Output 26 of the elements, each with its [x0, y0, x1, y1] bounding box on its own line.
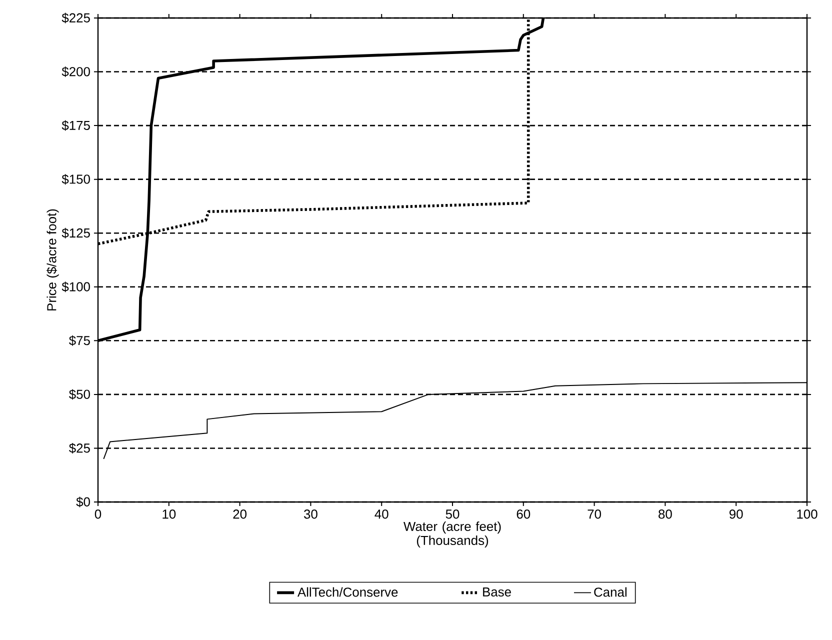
x-tick-label: 0: [94, 510, 102, 519]
legend-label: Base: [483, 587, 511, 597]
x-axis-title: Water (acre feet) (Thousands): [404, 522, 501, 548]
y-tick-label: $225: [62, 12, 90, 24]
y-tick-label: $200: [62, 66, 90, 78]
x-tick-label: 10: [162, 510, 176, 519]
x-tick-label: 60: [516, 510, 530, 519]
y-tick-label: $100: [62, 282, 90, 292]
y-tick-label: $75: [69, 335, 90, 346]
x-tick-label: 50: [446, 510, 460, 519]
x-tick-label: 30: [304, 510, 318, 519]
y-tick-label: $0: [76, 496, 90, 508]
y-tick-label: $50: [69, 389, 90, 400]
x-tick-label: 80: [658, 510, 672, 519]
x-tick-label: 90: [730, 510, 743, 519]
y-tick-label: $25: [69, 442, 90, 454]
y-axis-title: Price ($/acre foot): [46, 209, 59, 310]
y-tick-label: $175: [62, 120, 90, 131]
x-tick-label: 100: [797, 510, 818, 519]
legend-label: AllTech/Conserve: [297, 587, 398, 597]
x-tick-label: 70: [588, 510, 602, 519]
x-tick-label: 40: [374, 510, 388, 519]
legend-label: Canal: [594, 587, 626, 597]
x-tick-label: 20: [233, 510, 247, 519]
y-tick-label: $125: [62, 228, 90, 238]
y-tick-label: $150: [62, 174, 90, 185]
